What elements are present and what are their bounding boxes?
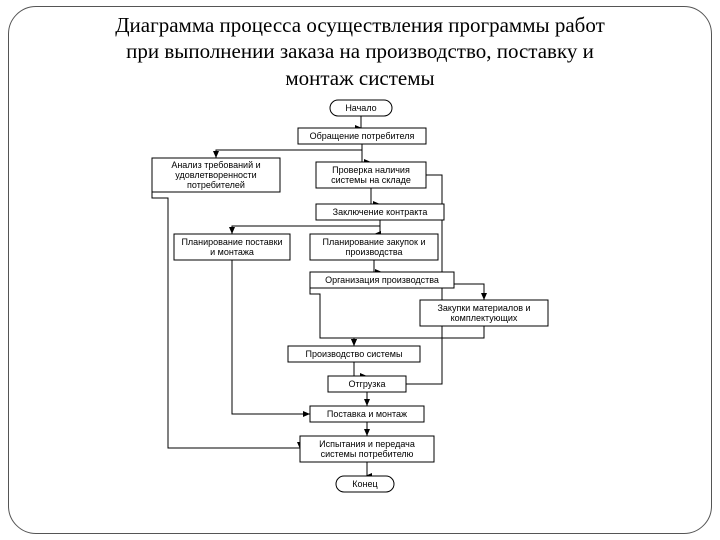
- svg-text:Начало: Начало: [345, 103, 376, 113]
- svg-text:Заключение контракта: Заключение контракта: [333, 207, 428, 217]
- svg-text:Отгрузка: Отгрузка: [348, 379, 385, 389]
- node-isp: Испытания и передачасистемы потребителю: [300, 436, 434, 462]
- svg-text:потребителей: потребителей: [187, 180, 245, 190]
- svg-text:Производство системы: Производство системы: [306, 349, 403, 359]
- edge-anal-isp: [152, 175, 300, 449]
- edge-obr-anal: [216, 144, 362, 158]
- svg-text:Обращение потребителя: Обращение потребителя: [310, 131, 415, 141]
- svg-text:и монтажа: и монтажа: [210, 247, 254, 257]
- svg-text:Планирование закупок и: Планирование закупок и: [323, 237, 426, 247]
- node-zakl: Заключение контракта: [316, 204, 444, 220]
- edge-proizv-otgr: [354, 362, 367, 376]
- edge-start-obr: [361, 116, 362, 128]
- svg-text:Анализ требований и: Анализ требований и: [171, 160, 260, 170]
- node-obr: Обращение потребителя: [298, 128, 426, 144]
- node-end: Конец: [336, 476, 394, 492]
- svg-text:Организация производства: Организация производства: [325, 275, 439, 285]
- edge-plan1-post: [232, 260, 310, 414]
- node-start: Начало: [330, 100, 392, 116]
- node-anal: Анализ требований иудовлетворенностипотр…: [152, 158, 280, 192]
- node-proizv: Производство системы: [288, 346, 420, 362]
- svg-text:Проверка наличия: Проверка наличия: [332, 165, 410, 175]
- node-org: Организация производства: [310, 272, 454, 288]
- node-prov: Проверка наличиясистемы на складе: [316, 162, 426, 188]
- flowchart: Начало Обращение потребителя Анализ требов…: [0, 0, 720, 540]
- edge-zakl-plan2: [374, 220, 380, 234]
- node-post: Поставка и монтаж: [310, 406, 424, 422]
- edge-org-proizv: [310, 280, 354, 346]
- node-plan2: Планирование закупок ипроизводства: [310, 234, 438, 260]
- svg-text:Закупки материалов и: Закупки материалов и: [437, 303, 530, 313]
- edge-obr-prov: [362, 144, 371, 162]
- edge-plan2-org: [374, 260, 382, 272]
- svg-text:производства: производства: [345, 247, 402, 257]
- svg-text:Испытания и передача: Испытания и передача: [319, 439, 415, 449]
- svg-text:Поставка и монтаж: Поставка и монтаж: [327, 409, 407, 419]
- svg-text:системы потребителю: системы потребителю: [321, 449, 414, 459]
- node-zak: Закупки материалов икомплектующих: [420, 300, 548, 326]
- svg-text:удовлетворенности: удовлетворенности: [175, 170, 256, 180]
- svg-text:Конец: Конец: [352, 479, 377, 489]
- edge-zakl-plan1: [232, 220, 380, 234]
- edge-prov-zakl: [371, 188, 380, 204]
- edge-isp-end: [365, 462, 367, 476]
- svg-text:системы на складе: системы на складе: [331, 175, 411, 185]
- node-otgr: Отгрузка: [328, 376, 406, 392]
- svg-text:комплектующих: комплектующих: [451, 313, 518, 323]
- svg-text:Планирование поставки: Планирование поставки: [181, 237, 282, 247]
- edge-zak-proizv: [354, 326, 484, 346]
- node-plan1: Планирование поставкии монтажа: [174, 234, 290, 260]
